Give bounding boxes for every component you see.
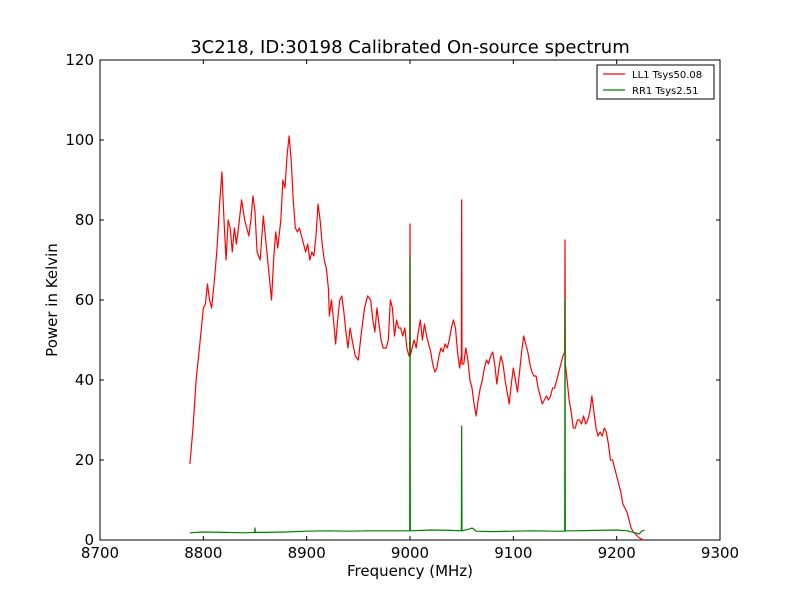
chart-title: 3C218, ID:30198 Calibrated On-source spe… (190, 37, 630, 58)
legend: LL1 Tsys50.08 RR1 Tsys2.51 (596, 64, 715, 100)
y-tick-label-60: 60 (75, 291, 94, 309)
legend-box (596, 64, 715, 100)
y-tick-label-120: 120 (65, 51, 94, 69)
x-tick-label-8800: 8800 (184, 544, 222, 562)
y-tick-label-20: 20 (75, 451, 94, 469)
x-tick-label-9100: 9100 (494, 544, 532, 562)
series-line-1 (189, 255, 645, 535)
x-tick-label-8700: 8700 (81, 544, 119, 562)
y-tick-label-40: 40 (75, 371, 94, 389)
x-axis-label: Frequency (MHz) (347, 562, 473, 580)
y-axis-label: Power in Kelvin (43, 243, 61, 357)
x-tick-label-9000: 9000 (391, 544, 429, 562)
x-tick-label-9200: 9200 (598, 544, 636, 562)
x-tick-label-8900: 8900 (288, 544, 326, 562)
y-tick-label-80: 80 (75, 211, 94, 229)
series-line-0 (189, 135, 644, 541)
series-layer (189, 135, 645, 541)
y-tick-label-0: 0 (84, 531, 94, 549)
legend-label-rr1: RR1 Tsys2.51 (632, 86, 699, 97)
x-tick-label-9300: 9300 (701, 544, 739, 562)
y-tick-label-100: 100 (65, 131, 94, 149)
ticks-layer: 8700 8800 8900 9000 9100 9200 9300 0 20 40 60 80 100… (65, 51, 739, 562)
legend-label-ll1: LL1 Tsys50.08 (632, 70, 702, 81)
